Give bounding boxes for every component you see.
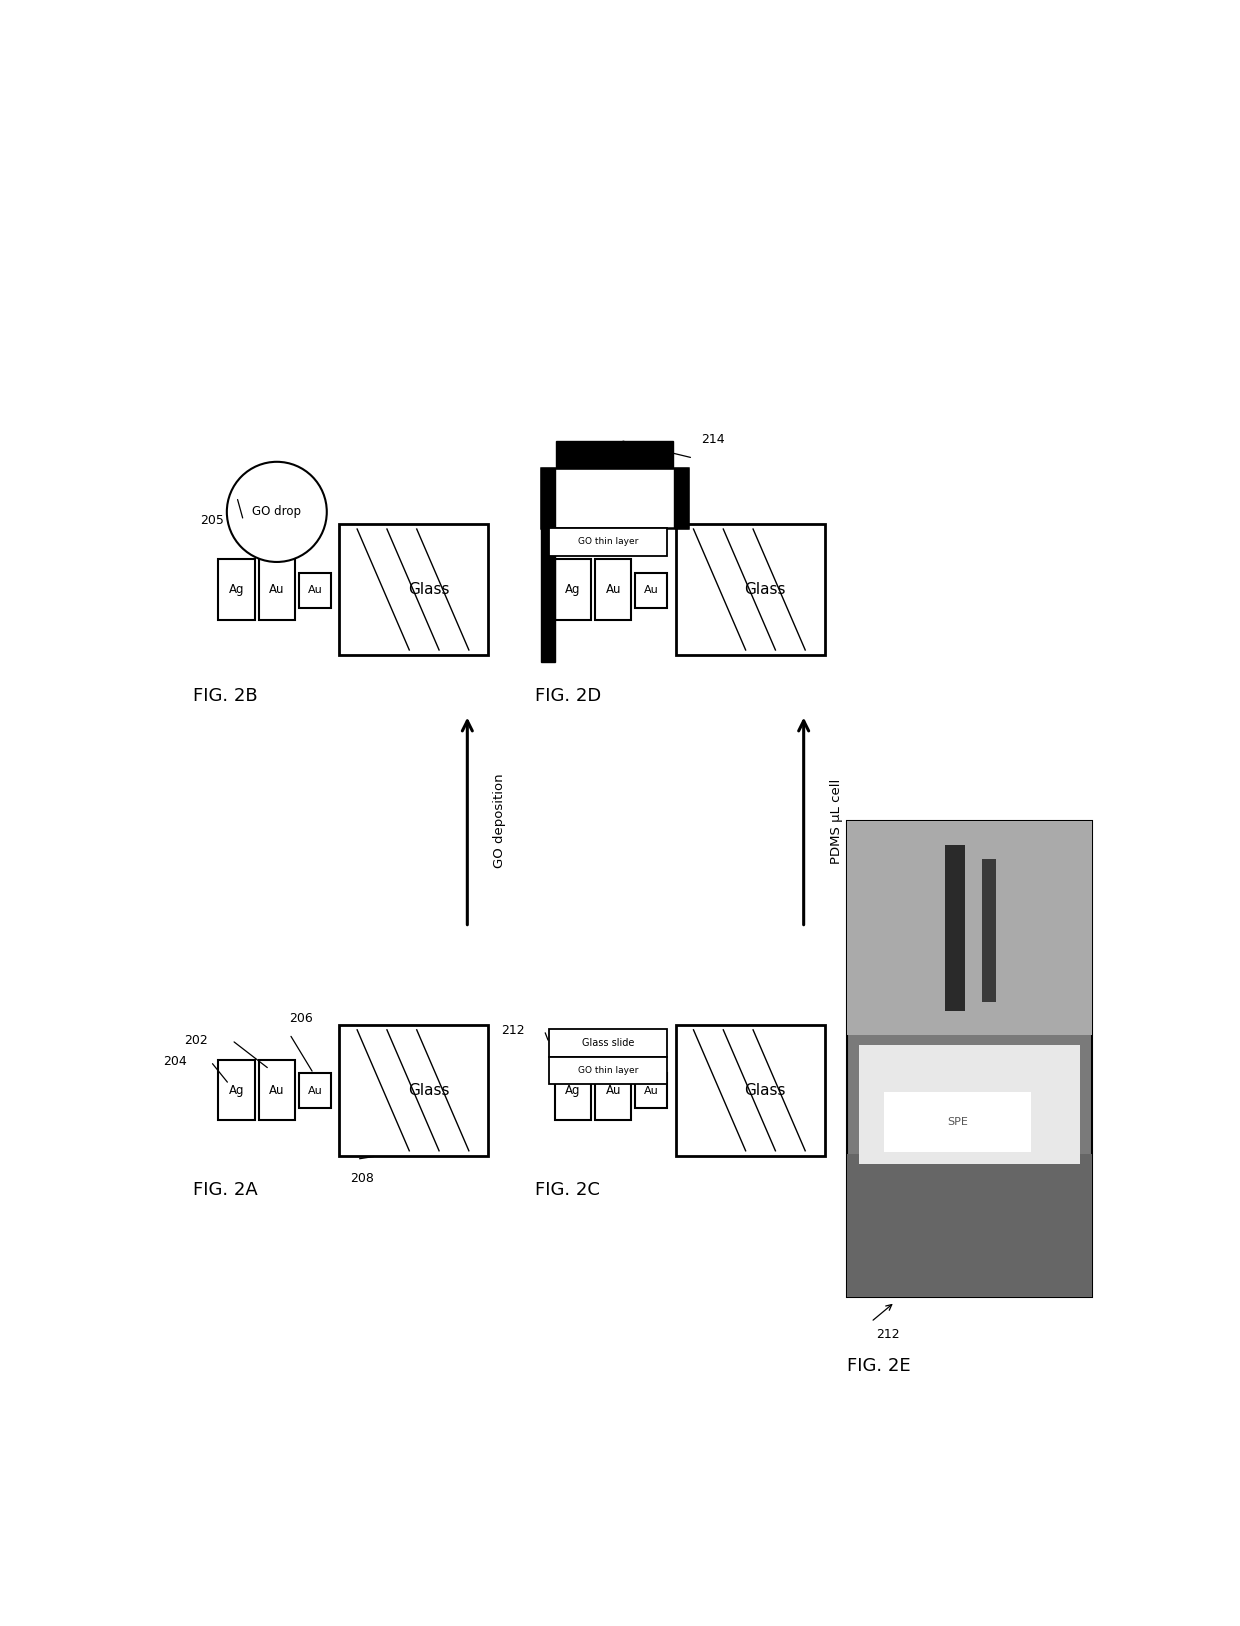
Bar: [259, 559, 295, 620]
Text: 204: 204: [162, 1055, 187, 1068]
Bar: [542, 468, 554, 662]
Text: GO deposition: GO deposition: [494, 774, 506, 868]
Bar: [542, 468, 687, 528]
Bar: [635, 572, 667, 608]
Text: Au: Au: [644, 585, 658, 595]
Text: FIG. 2D: FIG. 2D: [534, 686, 601, 706]
Bar: [554, 1060, 591, 1120]
Bar: [675, 468, 687, 528]
Text: SPE: SPE: [947, 1117, 967, 1127]
Bar: [982, 859, 997, 1002]
Bar: [635, 1073, 667, 1109]
Text: 212: 212: [875, 1328, 899, 1341]
Text: Glass: Glass: [408, 1083, 449, 1098]
Text: FIG. 2E: FIG. 2E: [847, 1356, 910, 1374]
Text: Glass: Glass: [744, 1083, 786, 1098]
Text: Glass slide: Glass slide: [582, 1037, 635, 1047]
Bar: [549, 528, 667, 556]
Bar: [859, 1046, 1080, 1164]
Text: Glass: Glass: [744, 582, 786, 597]
Text: 212: 212: [501, 1024, 525, 1037]
Bar: [847, 1154, 1092, 1298]
Text: Ag: Ag: [565, 1085, 580, 1098]
Bar: [595, 559, 631, 620]
Text: 202: 202: [184, 1034, 208, 1047]
Text: Ag: Ag: [565, 584, 580, 597]
Bar: [549, 1057, 667, 1085]
Text: Au: Au: [644, 1086, 658, 1096]
Text: 214: 214: [701, 433, 724, 446]
Bar: [218, 559, 254, 620]
Bar: [884, 1093, 1030, 1151]
Bar: [299, 572, 331, 608]
Text: Ag: Ag: [228, 584, 244, 597]
Text: Au: Au: [269, 1085, 284, 1098]
Bar: [340, 1024, 489, 1156]
Bar: [340, 524, 489, 655]
Bar: [556, 441, 673, 468]
Bar: [676, 1024, 825, 1156]
Bar: [299, 1073, 331, 1109]
Text: Glass: Glass: [408, 582, 449, 597]
Text: Au: Au: [605, 584, 621, 597]
Bar: [549, 1029, 667, 1057]
Text: GO thin layer: GO thin layer: [578, 538, 639, 546]
Text: 206: 206: [290, 1013, 314, 1026]
Text: GO thin layer: GO thin layer: [578, 1065, 639, 1075]
Ellipse shape: [227, 462, 327, 563]
Bar: [218, 1060, 254, 1120]
Text: Ag: Ag: [228, 1085, 244, 1098]
Bar: [554, 559, 591, 620]
Text: GO drop: GO drop: [252, 506, 301, 519]
Bar: [847, 821, 1092, 1036]
Text: 208: 208: [350, 1172, 373, 1185]
Text: Au: Au: [308, 585, 322, 595]
Text: Au: Au: [308, 1086, 322, 1096]
Text: PDMS μL cell: PDMS μL cell: [830, 779, 843, 863]
Bar: [595, 1060, 631, 1120]
Bar: [847, 821, 1092, 1298]
Text: Au: Au: [269, 584, 284, 597]
Text: Au: Au: [605, 1085, 621, 1098]
Text: 205: 205: [201, 514, 224, 527]
Text: FIG. 2A: FIG. 2A: [193, 1182, 258, 1200]
Bar: [259, 1060, 295, 1120]
Text: FIG. 2C: FIG. 2C: [534, 1182, 599, 1200]
Bar: [676, 524, 825, 655]
Bar: [945, 846, 965, 1011]
Text: FIG. 2B: FIG. 2B: [193, 686, 258, 706]
